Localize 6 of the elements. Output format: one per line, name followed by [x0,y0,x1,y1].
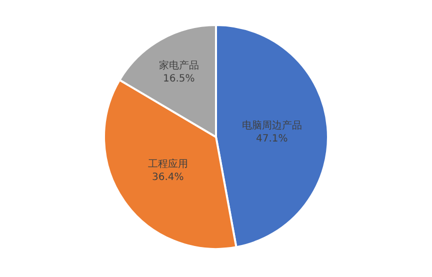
data-label: 36.4% [152,172,184,184]
slice-label: 电脑周边产品 [242,119,302,132]
data-label: 47.1% [256,133,288,144]
slice-label: 工程应用 [148,158,188,170]
slice-label: 家电产品 [158,59,199,72]
data-label: 16.5% [163,73,195,84]
